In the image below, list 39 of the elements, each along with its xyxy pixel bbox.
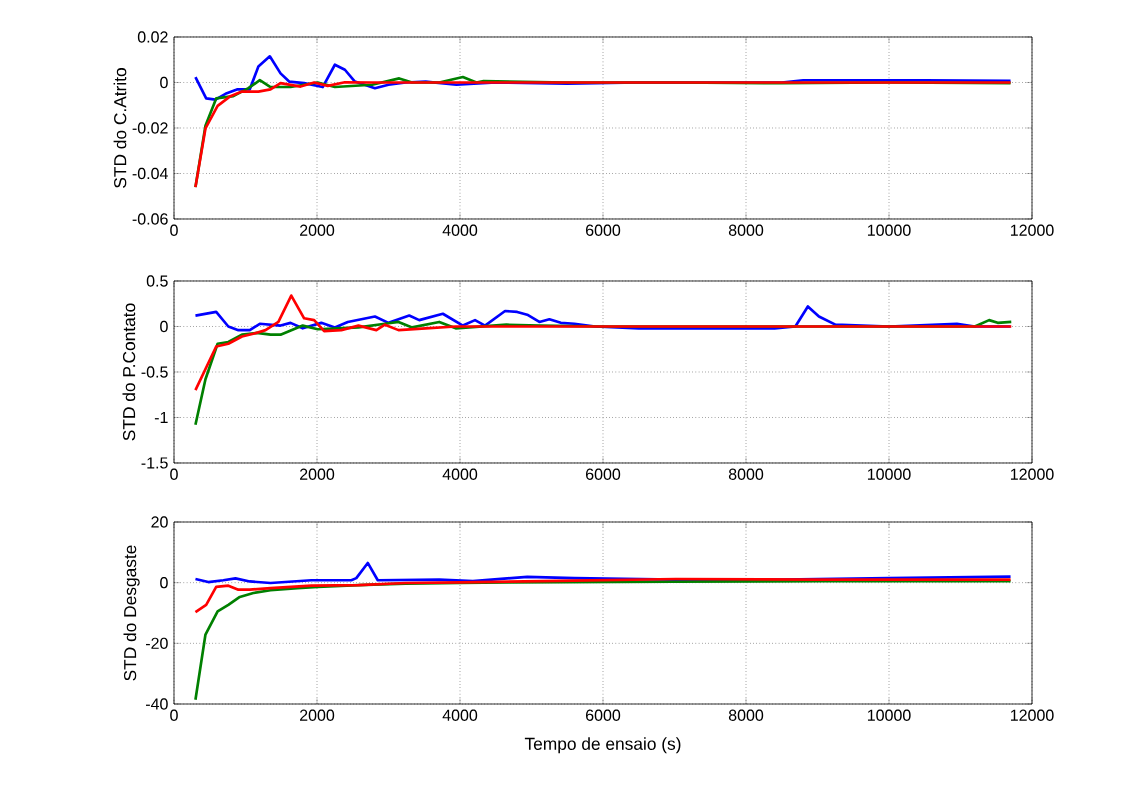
x-tick-label: 8000 [728, 709, 764, 721]
x-tick-label: 12000 [1010, 709, 1054, 721]
x-tick-label: 10000 [867, 224, 911, 236]
y-tick-label: -0.06 [132, 213, 168, 225]
y-tick-label: 20 [151, 516, 168, 528]
x-tick-label: 2000 [300, 468, 335, 480]
y-tick-label: -0.04 [132, 167, 168, 180]
x-tick-label: 10000 [867, 468, 911, 480]
x-tick-label: 6000 [586, 709, 621, 721]
y-tick-label: -0.02 [132, 122, 168, 134]
y-tick-label: 0 [160, 577, 168, 589]
x-tick-label: 4000 [442, 224, 478, 236]
x-tick-label: 4000 [442, 468, 478, 480]
x-tick-label: 2000 [300, 224, 335, 236]
y-tick-label: 0.5 [146, 275, 168, 287]
x-tick-label: 0 [170, 468, 178, 480]
y-tick-label: -40 [145, 698, 168, 710]
x-tick-label: 6000 [586, 224, 621, 236]
x-tick-label: 12000 [1010, 468, 1054, 480]
x-tick-label: 0 [170, 224, 178, 236]
y-tick-label: -20 [145, 637, 168, 649]
x-tick-label: 2000 [300, 709, 335, 721]
x-tick-label: 8000 [728, 224, 764, 236]
y-tick-label: 0.02 [137, 31, 168, 43]
y-tick-label: -1 [154, 412, 168, 423]
x-tick-label: 10000 [867, 709, 911, 721]
x-tick-label: 6000 [586, 468, 621, 480]
x-tick-label: 8000 [728, 468, 764, 480]
y-tick-label: 0 [160, 320, 168, 333]
y-tick-label: 0 [160, 76, 168, 89]
x-tick-label: 4000 [442, 709, 478, 721]
x-tick-label: 12000 [1010, 224, 1054, 236]
y-tick-label: -1.5 [141, 457, 168, 469]
x-axis-title: Tempo de ensaio (s) [524, 737, 681, 754]
y-tick-label: -0.5 [141, 366, 168, 378]
y-axis-title: STD do Desgaste [123, 545, 140, 681]
x-tick-label: 0 [170, 709, 178, 721]
y-axis-title: STD do C.Atrito [113, 68, 127, 188]
y-axis-title: STD do P.Contato [122, 303, 136, 441]
